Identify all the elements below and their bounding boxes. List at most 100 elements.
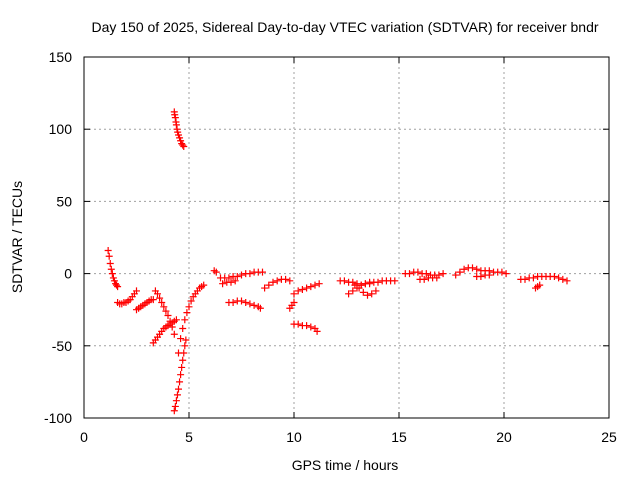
data-point (406, 270, 413, 278)
series-arc-w (473, 271, 493, 280)
x-tick-label: 5 (185, 429, 193, 445)
data-point (162, 307, 170, 315)
chart-title: Day 150 of 2025, Sidereal Day-to-day VTE… (91, 19, 598, 35)
series-arc-i (210, 267, 220, 276)
series-arc-s (351, 281, 380, 299)
data-point (158, 298, 166, 306)
data-point (469, 264, 476, 272)
data-point (179, 141, 187, 149)
data-point (498, 268, 506, 276)
data-point (261, 284, 269, 292)
data-point (238, 297, 245, 305)
series-arc-c (133, 296, 157, 314)
data-point (171, 114, 179, 122)
x-tick-label: 10 (286, 429, 302, 445)
data-point (265, 281, 273, 289)
y-tick-label: 150 (49, 49, 73, 65)
data-point (181, 342, 189, 350)
data-point (185, 303, 193, 311)
data-point (477, 272, 485, 280)
data-point (259, 268, 266, 276)
data-point (345, 290, 353, 298)
data-points (104, 108, 571, 415)
series-arc-n (286, 298, 298, 312)
data-point (521, 275, 529, 283)
data-point (178, 363, 186, 371)
data-point (175, 385, 182, 393)
data-point (177, 335, 185, 343)
data-point (149, 296, 157, 304)
series-arc-v (452, 264, 510, 279)
grid-lines (84, 57, 609, 418)
data-point (133, 287, 140, 295)
data-point (563, 277, 571, 285)
data-point (106, 259, 114, 267)
data-point (156, 294, 164, 302)
data-point (172, 397, 180, 405)
data-point (219, 280, 227, 288)
series-arc-u (416, 274, 441, 283)
y-tick-label: 50 (56, 193, 72, 209)
data-point (420, 275, 428, 283)
data-point (200, 281, 208, 289)
x-tick-label: 15 (391, 429, 407, 445)
data-point (238, 271, 245, 279)
series-arc-g (170, 336, 190, 415)
data-point (246, 300, 254, 308)
x-tick-label: 0 (80, 429, 88, 445)
data-point (256, 304, 264, 312)
y-tick-label: -100 (44, 410, 72, 426)
data-point (368, 290, 376, 298)
data-point (282, 275, 290, 283)
data-point (187, 297, 195, 305)
plot-frame (83, 56, 610, 419)
series-arc-x (517, 272, 571, 285)
data-point (225, 274, 233, 282)
series-arc-f (170, 108, 188, 151)
y-axis-label: SDTVAR / TECUs (9, 181, 25, 293)
series-arc-k (219, 277, 239, 288)
data-point (182, 336, 190, 344)
y-tick-label: 100 (49, 121, 73, 137)
data-point (179, 324, 187, 332)
data-point (227, 278, 235, 286)
data-point (154, 290, 161, 298)
data-point (176, 378, 184, 386)
data-point (273, 277, 281, 285)
data-point (351, 281, 359, 289)
data-point (372, 287, 380, 295)
data-point (107, 265, 115, 273)
data-point (555, 274, 563, 282)
data-point (364, 291, 371, 299)
x-tick-label: 25 (601, 429, 617, 445)
data-point (104, 246, 112, 254)
data-point (536, 281, 544, 289)
series-arc-y (532, 281, 544, 292)
data-point (170, 330, 178, 338)
series-arc-e (151, 287, 178, 338)
data-point (180, 143, 188, 151)
data-point (456, 268, 464, 276)
data-point (307, 323, 315, 331)
data-point (359, 288, 367, 296)
data-point (170, 407, 178, 415)
data-point (113, 281, 121, 289)
data-point (313, 327, 321, 335)
y-tick-label: -50 (52, 338, 72, 354)
data-point (290, 290, 298, 298)
data-point (311, 281, 319, 289)
data-point (233, 272, 241, 280)
data-point (229, 298, 237, 306)
data-point (183, 309, 191, 317)
data-point (166, 317, 174, 325)
data-point (349, 287, 357, 295)
data-point (340, 277, 348, 285)
data-point (298, 285, 306, 293)
data-point (422, 270, 430, 278)
data-point (108, 270, 116, 278)
series-arc-j (217, 268, 266, 282)
data-point (242, 298, 250, 306)
data-point (433, 274, 441, 282)
data-point (181, 316, 189, 324)
